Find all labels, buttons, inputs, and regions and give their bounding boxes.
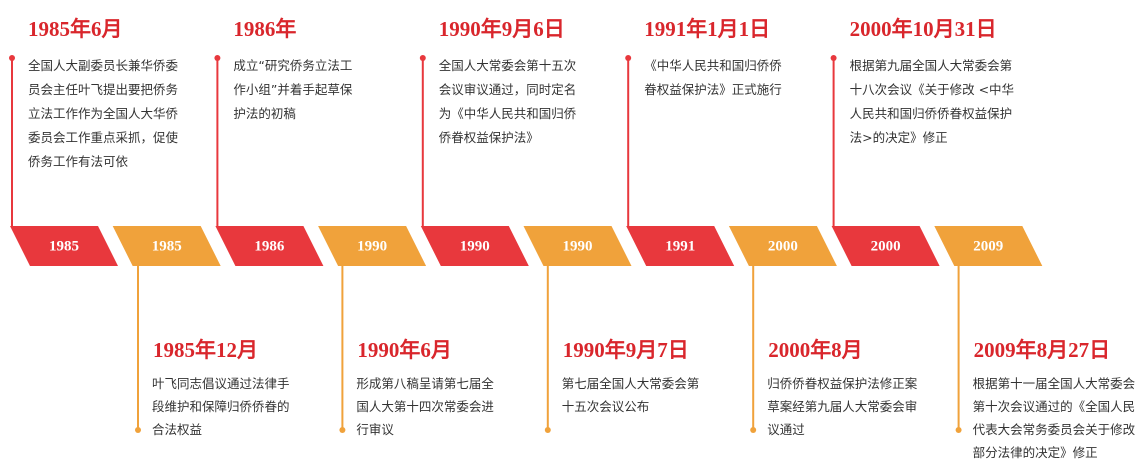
band-label: 2000: [871, 238, 901, 254]
event-text: 叶飞同志倡议通过法律手: [152, 376, 290, 391]
event-text: 代表大会常务委员会关于修改: [973, 422, 1136, 437]
event-date: 1991年1月1日: [644, 17, 770, 41]
event-text: 法>的决定》修正: [850, 130, 948, 145]
event-date: 2009年8月27日: [974, 338, 1111, 362]
dot: [135, 427, 141, 433]
dot: [625, 55, 632, 61]
band-segment: [112, 226, 221, 266]
dot: [544, 427, 551, 433]
event-text: 归侨侨眷权益保护法修正案: [767, 376, 918, 391]
dot: [9, 55, 15, 61]
event-date: 1990年9月6日: [439, 17, 565, 41]
band-label: 1990: [563, 238, 593, 254]
event-text: 部分法律的决定》修正: [973, 445, 1098, 460]
event-text: 侨务工作有法可依: [28, 154, 129, 169]
event-text: 议通过: [767, 422, 805, 437]
event-text: 作小组”并着手起草保: [233, 82, 352, 97]
band-segment: [831, 226, 940, 266]
dot: [419, 55, 426, 61]
event-text: 立法工作作为全国人大华侨: [28, 106, 179, 121]
event-date: 1990年6月: [357, 338, 452, 362]
event-text: 十五次会议公布: [562, 399, 650, 414]
event-text: 会议审议通过，同时定名: [439, 82, 577, 97]
event-date: 2000年10月31日: [850, 17, 997, 41]
event-text: 为《中华人民共和国归侨: [439, 106, 577, 121]
event-date: 1986年: [233, 17, 296, 41]
band-label: 1985: [49, 238, 79, 254]
dot: [830, 55, 837, 61]
event-text: 成立“研究侨务立法工: [233, 58, 352, 73]
event-text: 员会主任叶飞提出要把侨务: [28, 82, 178, 97]
band-label: 2000: [768, 238, 798, 254]
band-label: 2009: [973, 238, 1003, 254]
event-text: 第十次会议通过的《全国人民: [973, 399, 1136, 414]
band-segment: [10, 226, 118, 266]
band-segment: [626, 226, 735, 266]
event-text: 委员会工作重点采抓，促使: [28, 130, 179, 145]
band-label: 1990: [460, 238, 490, 254]
band-segment: [934, 226, 1043, 266]
dot: [750, 427, 757, 433]
event-text: 根据第十一届全国人大常委会: [973, 376, 1136, 391]
event-text: 《中华人民共和国归侨侨: [644, 58, 782, 73]
event-text: 眷权益保护法》正式施行: [644, 82, 782, 97]
band-label: 1990: [357, 238, 387, 254]
band-label: 1985: [152, 238, 182, 254]
event-date: 1985年12月: [153, 338, 258, 362]
band-segment: [318, 226, 427, 266]
band-segment: [215, 226, 324, 266]
event-text: 十八次会议《关于修改 <中华: [850, 82, 1014, 97]
event-text: 合法权益: [152, 422, 202, 437]
band-segment: [420, 226, 529, 266]
event-text: 人民共和国归侨侨眷权益保护: [850, 106, 1013, 121]
band-label: 1986: [254, 238, 285, 254]
event-text: 段维护和保障归侨侨眷的: [152, 399, 290, 414]
event-text: 护法的初稿: [233, 106, 296, 121]
dot: [214, 55, 221, 61]
event-date: 1990年9月7日: [563, 338, 689, 362]
event-text: 根据第九届全国人大常委会第: [850, 58, 1013, 73]
event-text: 行审议: [356, 422, 394, 437]
band-segment: [523, 226, 632, 266]
event-text: 全国人大常委会第十五次: [439, 58, 577, 73]
event-text: 国人大第十四次常委会进: [356, 399, 494, 414]
dot: [339, 427, 346, 433]
event-text: 侨眷权益保护法》: [439, 130, 539, 145]
event-date: 1985年6月: [28, 17, 123, 41]
dot: [955, 427, 962, 433]
event-text: 第七届全国人大常委会第: [562, 376, 700, 391]
event-text: 全国人大副委员长兼华侨委: [28, 58, 179, 73]
event-text: 形成第八稿呈请第七届全: [356, 376, 494, 391]
event-text: 草案经第九届人大常委会审: [767, 399, 917, 414]
band-label: 1991: [665, 238, 695, 254]
band-segment: [728, 226, 837, 266]
event-date: 2000年8月: [768, 338, 863, 362]
